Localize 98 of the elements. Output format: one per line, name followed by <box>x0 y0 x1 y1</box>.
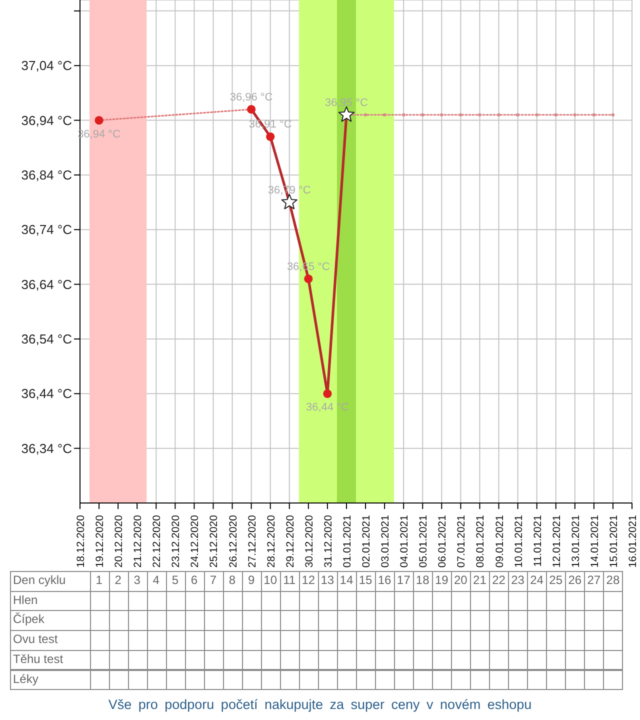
x2-axis-title: Den cyklu <box>13 572 66 589</box>
x2-tick-label: 15 <box>354 571 378 591</box>
x-tick-label: 10.01.2021 <box>512 514 525 568</box>
x2-tick-label: 18 <box>410 571 435 591</box>
x2-tick-label: 21 <box>468 571 492 591</box>
x-tick-label: 09.01.2021 <box>494 514 506 568</box>
x2-tick-label: 9 <box>239 571 264 591</box>
x2-tick-label: 17 <box>392 571 416 591</box>
x-tick-label: 15.01.2021 <box>608 514 620 568</box>
x2-tick-label: 25 <box>544 571 568 591</box>
y-tick-label: 36,74 °C <box>21 222 72 238</box>
point <box>402 113 406 116</box>
point <box>611 113 615 116</box>
x-tick-label: 05.01.2021 <box>418 514 430 568</box>
point <box>364 113 368 116</box>
x-tick-label: 24.12.2020 <box>189 514 202 568</box>
x2-tick-label: 3 <box>125 571 150 591</box>
x-tick-label: 26.12.2020 <box>227 514 240 568</box>
x2-tick-label: 24 <box>524 571 549 591</box>
y-tick-label: 36,34 °C <box>21 440 72 456</box>
data-label: 36,95 °C <box>325 96 368 109</box>
point <box>323 389 332 398</box>
point <box>459 113 462 116</box>
x-tick-label: 01.01.2021 <box>341 514 354 568</box>
x2-tick-label: 20 <box>448 571 473 591</box>
point <box>497 113 500 116</box>
y-tick-label: 36,64 °C <box>21 276 72 292</box>
x2-tick-label: 26 <box>562 571 587 591</box>
x2-tick-label: 28 <box>600 571 625 591</box>
x-tick-label: 03.01.2021 <box>380 514 392 568</box>
x-tick-label: 04.01.2021 <box>398 514 411 568</box>
x-tick-label: 13.01.2021 <box>570 514 582 568</box>
x2-tick-label: 1 <box>87 571 112 591</box>
y-tick-label: 36,44 °C <box>21 386 72 402</box>
y-tick-label: 36,54 °C <box>21 331 72 346</box>
text: Léky <box>13 670 38 688</box>
x-tick-label: 07.01.2021 <box>456 514 468 568</box>
x2-tick-label: 6 <box>182 571 206 591</box>
point <box>247 105 256 114</box>
x2-tick-label: 22 <box>486 571 511 591</box>
data-label: 36,44 °C <box>306 402 349 414</box>
y-tick-label: 36,94 °C <box>21 112 72 128</box>
data-label: 36,96 °C <box>230 91 273 104</box>
text: Čípek <box>13 611 44 628</box>
x2-tick-label: 23 <box>506 571 530 591</box>
point <box>440 113 444 116</box>
point <box>382 113 386 116</box>
point <box>554 113 558 116</box>
x-tick-label: 08.01.2021 <box>474 514 487 568</box>
x2-tick-label: 13 <box>315 571 340 591</box>
x2-tick-label: 11 <box>277 571 302 591</box>
point <box>573 113 576 116</box>
y-tick-label: 36,84 °C <box>21 167 72 182</box>
x2-tick-label: 27 <box>582 571 606 591</box>
point <box>592 113 596 116</box>
x2-tick-label: 10 <box>258 571 282 591</box>
x-tick-label: 31.12.2020 <box>322 514 334 568</box>
x-tick-label: 16.01.2021 <box>627 514 639 568</box>
x2-tick-label: 7 <box>201 571 226 591</box>
x2-tick-label: 2 <box>106 571 130 591</box>
point <box>535 113 538 116</box>
x-tick-label: 12.01.2021 <box>550 514 563 568</box>
x-tick-label: 21.12.2020 <box>132 514 144 568</box>
point <box>421 113 424 116</box>
y-tick-label: 37,04 °C <box>21 58 72 74</box>
x-tick-label: 25.12.2020 <box>208 514 220 568</box>
point <box>266 132 275 141</box>
data-label: 36,65 °C <box>286 260 330 273</box>
point <box>94 116 104 125</box>
x-tick-label: 20.12.2020 <box>113 514 126 568</box>
point <box>281 194 298 210</box>
point <box>304 274 313 284</box>
point <box>338 106 355 122</box>
x-tick-label: 30.12.2020 <box>303 514 316 568</box>
text: Hlen <box>13 592 38 609</box>
text: Těhu test <box>13 650 64 668</box>
x2-tick-label: 8 <box>220 571 244 591</box>
x-tick-label: 19.12.2020 <box>94 514 106 568</box>
text: Ovu test <box>13 631 58 648</box>
x-tick-label: 28.12.2020 <box>265 514 278 568</box>
x-tick-label: 02.01.2021 <box>360 514 373 568</box>
x-tick-label: 27.12.2020 <box>246 514 258 568</box>
x-tick-label: 14.01.2021 <box>588 514 601 568</box>
x2-tick-label: 12 <box>296 571 320 591</box>
x2-tick-label: 14 <box>334 571 358 591</box>
x2-tick-label: 16 <box>372 571 397 591</box>
x2-tick-label: 5 <box>163 571 188 591</box>
x-tick-label: 23.12.2020 <box>170 514 182 568</box>
x-tick-label: 29.12.2020 <box>284 514 296 568</box>
text: Vše pro podporu početí nakupujte za super ceny v novém eshopu <box>107 697 533 712</box>
point <box>478 113 482 116</box>
x-tick-label: 18.12.2020 <box>75 514 87 568</box>
x-tick-label: 22.12.2020 <box>151 514 164 568</box>
x2-tick-label: 4 <box>144 571 168 591</box>
x-tick-label: 11.01.2021 <box>532 514 544 567</box>
x2-tick-label: 19 <box>430 571 454 591</box>
x-tick-label: 06.01.2021 <box>436 514 449 568</box>
point <box>516 113 520 116</box>
